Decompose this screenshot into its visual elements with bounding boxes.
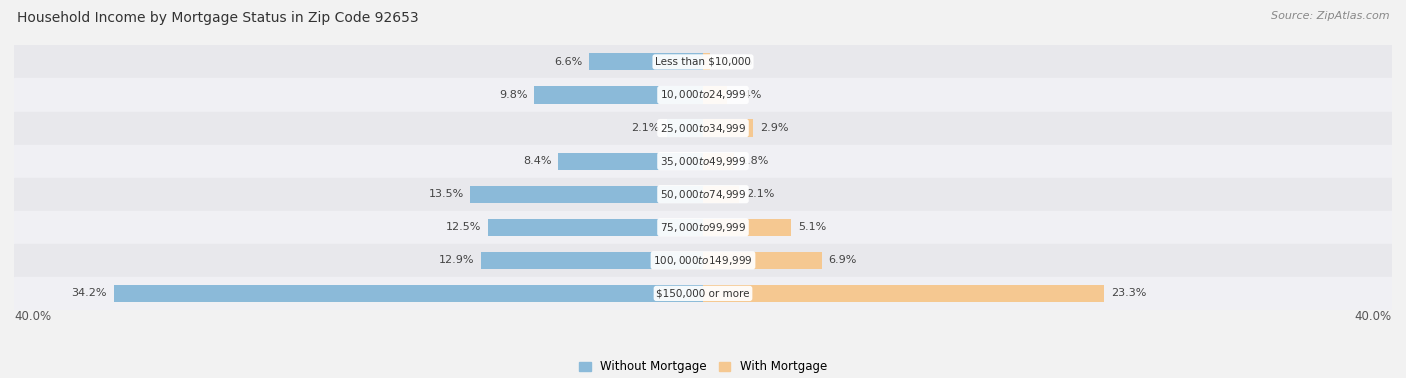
- Bar: [703, 186, 740, 203]
- Bar: [481, 252, 703, 269]
- Text: Source: ZipAtlas.com: Source: ZipAtlas.com: [1271, 11, 1389, 21]
- Bar: [666, 119, 703, 137]
- Text: 1.4%: 1.4%: [734, 90, 762, 100]
- Text: 1.8%: 1.8%: [741, 156, 769, 166]
- Text: 6.6%: 6.6%: [554, 57, 582, 67]
- Bar: [14, 45, 1392, 79]
- Text: $150,000 or more: $150,000 or more: [657, 288, 749, 298]
- Bar: [14, 112, 1392, 145]
- Text: 12.9%: 12.9%: [439, 256, 474, 265]
- Bar: [14, 211, 1392, 244]
- Bar: [114, 285, 703, 302]
- Bar: [14, 277, 1392, 310]
- Bar: [703, 152, 734, 170]
- Text: Household Income by Mortgage Status in Zip Code 92653: Household Income by Mortgage Status in Z…: [17, 11, 419, 25]
- Text: 40.0%: 40.0%: [1355, 310, 1392, 323]
- Text: 8.4%: 8.4%: [523, 156, 551, 166]
- Text: 6.9%: 6.9%: [828, 256, 858, 265]
- Bar: [14, 178, 1392, 211]
- Legend: Without Mortgage, With Mortgage: Without Mortgage, With Mortgage: [574, 356, 832, 378]
- Bar: [589, 53, 703, 71]
- Bar: [14, 244, 1392, 277]
- Text: $10,000 to $24,999: $10,000 to $24,999: [659, 88, 747, 101]
- Text: 12.5%: 12.5%: [446, 222, 481, 232]
- Text: $75,000 to $99,999: $75,000 to $99,999: [659, 221, 747, 234]
- Text: $50,000 to $74,999: $50,000 to $74,999: [659, 188, 747, 201]
- Bar: [703, 53, 710, 71]
- Text: 0.42%: 0.42%: [717, 57, 752, 67]
- Bar: [14, 145, 1392, 178]
- Text: 23.3%: 23.3%: [1111, 288, 1146, 298]
- Text: 2.1%: 2.1%: [747, 189, 775, 199]
- Bar: [471, 186, 703, 203]
- Text: 34.2%: 34.2%: [72, 288, 107, 298]
- Bar: [703, 218, 790, 236]
- Text: Less than $10,000: Less than $10,000: [655, 57, 751, 67]
- Text: 2.1%: 2.1%: [631, 123, 659, 133]
- Bar: [703, 119, 754, 137]
- Text: $35,000 to $49,999: $35,000 to $49,999: [659, 155, 747, 167]
- Text: 5.1%: 5.1%: [797, 222, 825, 232]
- Bar: [534, 87, 703, 104]
- Bar: [488, 218, 703, 236]
- Text: 9.8%: 9.8%: [499, 90, 527, 100]
- Bar: [703, 87, 727, 104]
- Bar: [558, 152, 703, 170]
- Text: $25,000 to $34,999: $25,000 to $34,999: [659, 122, 747, 135]
- Text: 2.9%: 2.9%: [759, 123, 789, 133]
- Bar: [703, 285, 1104, 302]
- Bar: [14, 79, 1392, 112]
- Text: 40.0%: 40.0%: [14, 310, 51, 323]
- Text: 13.5%: 13.5%: [429, 189, 464, 199]
- Text: $100,000 to $149,999: $100,000 to $149,999: [654, 254, 752, 267]
- Bar: [703, 252, 823, 269]
